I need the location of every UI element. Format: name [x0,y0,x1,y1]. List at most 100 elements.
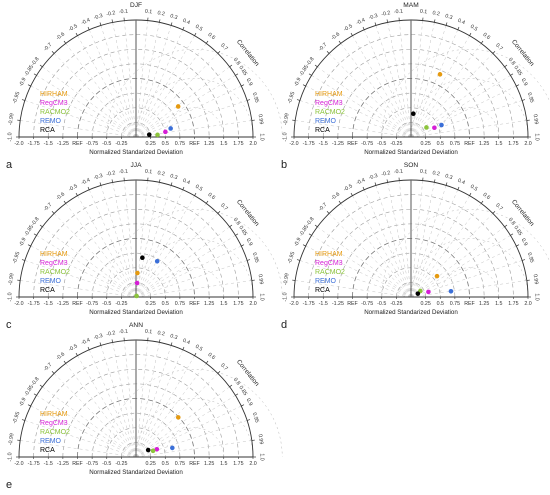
legend-item-regcm3: RegCM3 [40,420,68,427]
std-tick-label: 1.25 [479,141,489,147]
correlation-grid-line [135,185,172,298]
data-point-hirham [135,270,140,276]
legend-item-regcm3: RegCM3 [40,100,68,107]
correlation-grid-line [88,349,137,458]
std-tick-label: REF [189,141,200,147]
correlation-tick [516,84,520,87]
correlation-grid-line [410,22,435,138]
correlation-tick-label: -0.1 [119,329,129,336]
correlation-tick [194,192,197,196]
data-point-racmo2 [150,448,156,454]
correlation-tick-label: -0.6 [55,191,66,201]
legend-item-hirham: HIRHAM [40,251,68,258]
correlation-grid-line [30,245,137,298]
correlation-tick [182,26,185,30]
correlation-tick-label: -0.5 [343,183,354,193]
correlation-tick-label: 0.7 [219,203,228,212]
correlation-grid-line [88,29,137,138]
correlation-tick [516,244,520,247]
correlation-tick [51,371,55,374]
correlation-tick [302,244,306,247]
correlation-tick [247,99,251,101]
rms-grid-arc [381,49,550,138]
correlation-tick-label: 0.8 [507,57,516,67]
correlation-tick-label: 0.5 [194,24,203,33]
rms-grid-arc [440,107,499,138]
correlation-grid-line [36,235,137,298]
correlation-tick-label: 0.9 [245,398,254,407]
correlation-grid-line [135,22,160,138]
correlation-tick-label: 0.85 [237,65,248,77]
std-grid-arc [33,194,239,298]
correlation-tick [302,84,306,87]
panel-letter: c [6,319,12,331]
correlation-tick [480,40,484,44]
correlation-tick [326,51,330,54]
panel-letter: d [281,319,287,331]
correlation-tick [111,339,113,343]
correlation-grid-line [135,245,242,298]
correlation-tick-label: 1.0 [259,293,265,300]
std-tick-label: 0.5 [437,141,444,147]
std-tick-label: -1.75 [28,461,40,467]
panel-title: SON [404,162,419,169]
correlation-tick-label: 1.0 [534,293,540,300]
correlation-grid-line [135,203,207,298]
data-point-hirham [437,72,443,77]
correlation-tick [159,179,161,183]
correlation-grid-line [299,100,412,138]
correlation-grid-line [363,189,412,298]
data-point-rca [415,291,421,296]
correlation-tick-label: -0.2 [381,10,391,18]
correlation-grid-line [399,180,412,298]
correlation-grid-line [135,35,195,138]
data-point-regcm3 [426,289,431,295]
correlation-tick-label: -0.5 [68,23,79,33]
correlation-tick [247,259,251,261]
correlation-tick [522,99,526,101]
data-point-regcm3 [154,446,160,452]
correlation-grid-line [410,185,447,298]
std-tick-label: 1.5 [220,461,227,467]
std-tick-label: 0.5 [437,301,444,307]
correlation-tick [159,19,161,23]
correlation-tick [99,342,102,346]
std-tick-label: -1.25 [332,141,344,147]
x-axis-label: Normalized Standarized Deviation [364,309,458,316]
correlation-grid-line [24,260,137,298]
correlation-tick [296,99,300,101]
correlation-tick [75,32,78,36]
legend-item-remo: REMO [315,278,337,285]
legend-item-rca: RCA [315,127,330,134]
correlation-tick-label: -0.2 [106,10,116,18]
correlation-tick-label: 0.5 [469,24,478,33]
correlation-tick [99,182,102,186]
correlation-tick [217,211,221,214]
correlation-tick [362,186,365,190]
correlation-tick [504,64,508,68]
correlation-grid-line [317,66,412,138]
correlation-grid-line [299,260,412,298]
correlation-grid-line [77,35,137,138]
correlation-grid-line [135,195,195,298]
correlation-grid-line [399,20,412,138]
correlation-tick-label: -0.6 [55,31,66,41]
correlation-tick-label: 0.6 [207,352,217,361]
rms-grid-arc [106,209,283,298]
correlation-tick-label: 0.3 [444,173,453,181]
correlation-tick [87,346,90,350]
correlation-tick-label: -0.4 [355,17,366,26]
correlation-tick-label: -0.8 [30,216,40,227]
correlation-grid-line [410,226,505,298]
std-tick-label: REF [347,141,358,147]
correlation-grid-line [410,43,482,138]
data-point-hirham [175,104,181,109]
correlation-grid-line [53,213,137,298]
correlation-tick [75,352,78,356]
data-point-hirham [175,415,181,420]
correlation-tick-label: 0.3 [169,13,178,21]
std-tick-label: REF [347,301,358,307]
correlation-tick [308,233,312,236]
correlation-grid-line [135,85,242,138]
correlation-tick [247,419,251,421]
